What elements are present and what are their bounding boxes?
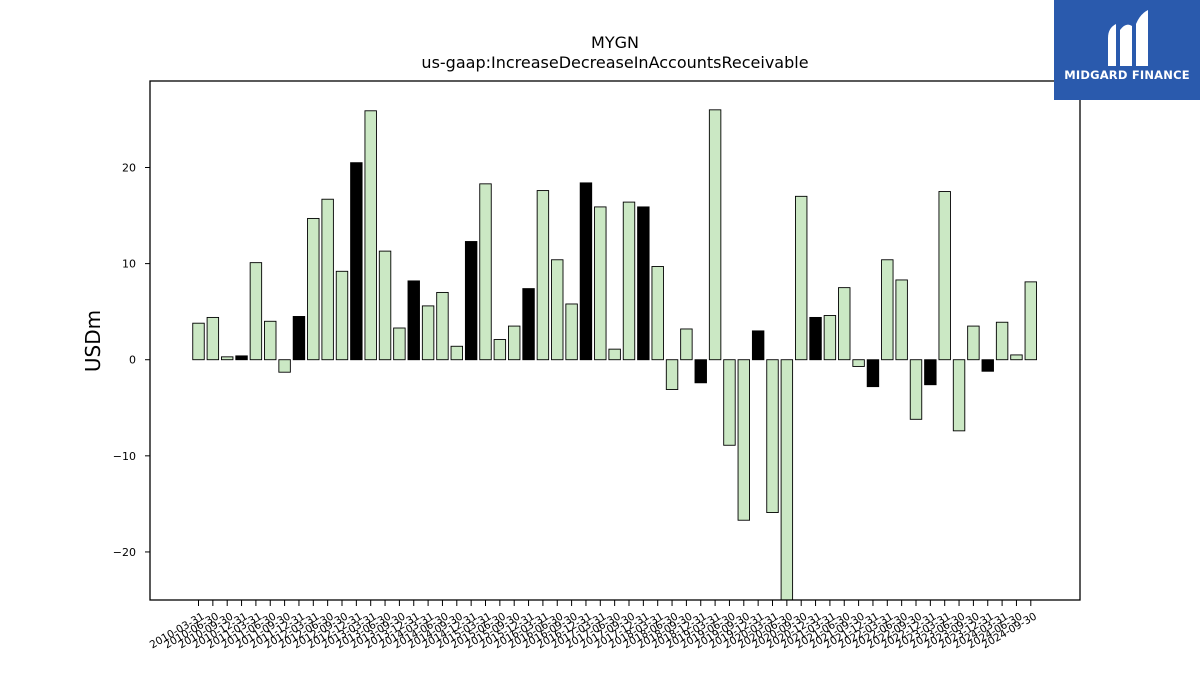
bar-2010-03-31 bbox=[192, 322, 205, 361]
bar-2021-06-30 bbox=[838, 287, 851, 361]
bar-2013-12-31 bbox=[407, 280, 420, 361]
bar-2020-06-30 bbox=[780, 359, 794, 601]
bar-2016-12-31 bbox=[579, 182, 593, 361]
y-tick-label: 20 bbox=[122, 162, 136, 175]
plot-frame bbox=[149, 80, 1081, 601]
bar-2010-09-30 bbox=[220, 356, 234, 361]
chart-subtitle: us-gaap:IncreaseDecreaseInAccountsReceiv… bbox=[421, 53, 808, 72]
bar-2011-06-30 bbox=[264, 320, 277, 361]
y-tick-label: 0 bbox=[129, 354, 136, 367]
bar-2021-09-30 bbox=[852, 359, 865, 367]
bar-2020-09-30 bbox=[795, 195, 808, 361]
bar-2011-03-31 bbox=[249, 262, 263, 361]
y-axis-ticks: −20 −10 0 10 20 bbox=[113, 162, 150, 559]
bar-2019-06-30 bbox=[723, 359, 736, 446]
bar-2022-09-30 bbox=[909, 359, 923, 420]
bar-2020-12-31 bbox=[809, 316, 822, 361]
bar-2022-03-31 bbox=[881, 259, 894, 361]
bar-2017-12-31 bbox=[637, 206, 650, 361]
x-axis-ticks: 2010-03-312010-06-302010-09-302010-12-31… bbox=[148, 600, 1039, 651]
midgard-finance-logo: MIDGARD FINANCE bbox=[1054, 0, 1200, 100]
bar-2017-03-31 bbox=[594, 206, 607, 361]
logo-text: MIDGARD FINANCE bbox=[1064, 68, 1190, 82]
bar-2014-06-30 bbox=[436, 291, 449, 361]
bar-2021-12-31 bbox=[866, 359, 880, 388]
bar-2019-03-31 bbox=[708, 109, 722, 361]
bar-2014-03-31 bbox=[421, 305, 435, 361]
bar-2015-09-30 bbox=[508, 325, 521, 361]
bar-2022-06-30 bbox=[895, 279, 908, 361]
bar-2010-06-30 bbox=[206, 316, 220, 361]
bar-2018-03-31 bbox=[651, 266, 664, 361]
bar-2023-03-31 bbox=[938, 191, 951, 361]
bar-2022-12-31 bbox=[924, 359, 937, 386]
bar-2021-03-31 bbox=[823, 315, 837, 361]
bar-2010-12-31 bbox=[235, 355, 248, 361]
chart-title: MYGN bbox=[591, 33, 639, 52]
bar-2012-03-31 bbox=[307, 217, 320, 361]
bar-2012-06-30 bbox=[321, 198, 334, 361]
bar-2023-09-30 bbox=[967, 325, 980, 361]
bar-2023-12-31 bbox=[981, 359, 994, 372]
bar-2024-06-30 bbox=[1010, 354, 1023, 361]
bar-2018-09-30 bbox=[680, 328, 693, 361]
bar-2014-12-31 bbox=[464, 241, 478, 361]
bar-2017-09-30 bbox=[622, 201, 636, 361]
bar-2020-03-31 bbox=[766, 359, 779, 513]
bar-2013-09-30 bbox=[393, 327, 406, 361]
y-tick-label: −10 bbox=[113, 450, 136, 463]
bar-2014-09-30 bbox=[450, 345, 463, 361]
y-axis-label: USDm bbox=[81, 310, 105, 372]
bar-2019-09-30 bbox=[737, 359, 750, 521]
bar-2016-06-30 bbox=[551, 259, 564, 361]
bar-2013-03-31 bbox=[364, 110, 377, 361]
bar-2023-06-30 bbox=[952, 359, 966, 432]
bar-2018-06-30 bbox=[665, 359, 679, 390]
bar-2017-06-30 bbox=[608, 348, 621, 361]
y-tick-label: −20 bbox=[113, 546, 136, 559]
bar-2015-12-31 bbox=[522, 288, 535, 361]
bar-2015-06-30 bbox=[493, 339, 507, 361]
bar-2011-12-31 bbox=[292, 316, 306, 361]
bar-2024-09-30 bbox=[1024, 281, 1038, 361]
bars-group bbox=[192, 109, 1038, 601]
bar-2012-09-30 bbox=[335, 270, 349, 361]
bar-2012-12-31 bbox=[350, 162, 363, 361]
bar-2018-12-31 bbox=[694, 359, 707, 384]
y-tick-label: 10 bbox=[122, 258, 136, 271]
bar-2016-09-30 bbox=[565, 303, 578, 361]
bar-2019-12-31 bbox=[751, 330, 765, 361]
midgard-logo-icon bbox=[1108, 10, 1148, 67]
bar-2013-06-30 bbox=[378, 250, 392, 361]
bar-2016-03-31 bbox=[536, 190, 550, 361]
bar-2015-03-31 bbox=[479, 183, 492, 361]
bar-2024-03-31 bbox=[995, 321, 1009, 361]
bar-2011-09-30 bbox=[278, 359, 291, 373]
